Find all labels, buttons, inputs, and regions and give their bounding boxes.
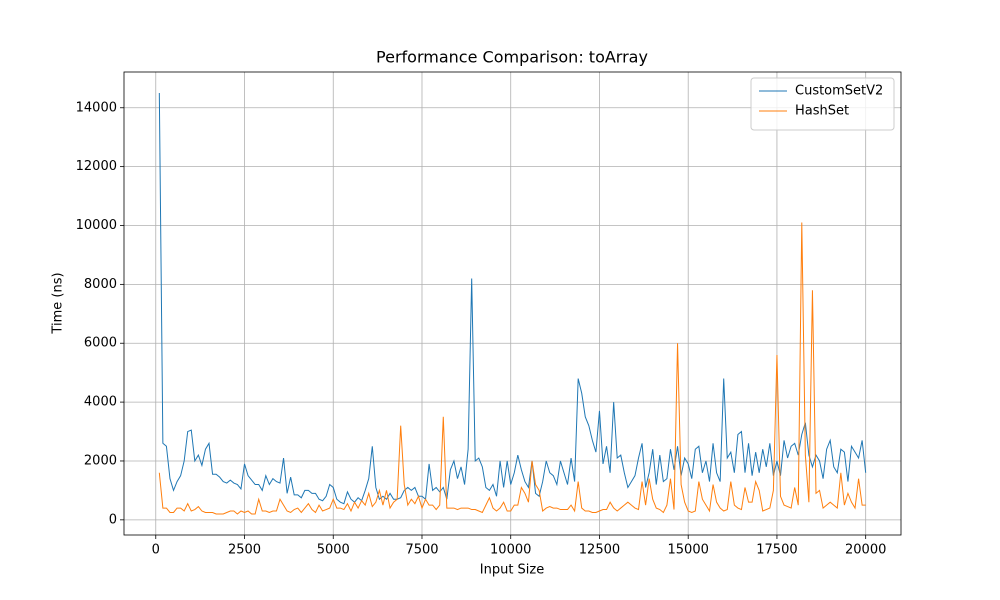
chart-title: Performance Comparison: toArray bbox=[376, 48, 648, 67]
x-tick-label: 20000 bbox=[845, 543, 886, 558]
y-tick-label: 0 bbox=[109, 512, 117, 527]
legend-label: CustomSetV2 bbox=[795, 84, 883, 99]
data-line bbox=[158, 93, 867, 505]
y-tick-label: 8000 bbox=[84, 277, 117, 292]
x-tick-label: 17500 bbox=[756, 543, 797, 558]
x-axis-label: Input Size bbox=[480, 563, 544, 578]
y-tick-label: 6000 bbox=[84, 336, 117, 351]
legend-label: HashSet bbox=[795, 104, 849, 119]
axes-frame bbox=[123, 71, 902, 536]
x-tick-label: 15000 bbox=[668, 543, 709, 558]
x-tick-label: 12500 bbox=[579, 543, 620, 558]
y-axis-label: Time (ns) bbox=[51, 272, 66, 334]
y-tick-label: 4000 bbox=[84, 395, 117, 410]
y-tick-label: 12000 bbox=[76, 159, 117, 174]
x-tick-label: 7500 bbox=[405, 543, 438, 558]
x-tick-label: 10000 bbox=[490, 543, 531, 558]
y-tick-label: 10000 bbox=[76, 218, 117, 233]
x-tick-label: 2500 bbox=[228, 543, 261, 558]
x-tick-label: 0 bbox=[152, 543, 160, 558]
y-tick-label: 2000 bbox=[84, 453, 117, 468]
y-tick-label: 14000 bbox=[76, 100, 117, 115]
x-tick-label: 5000 bbox=[317, 543, 350, 558]
data-line bbox=[158, 222, 866, 515]
